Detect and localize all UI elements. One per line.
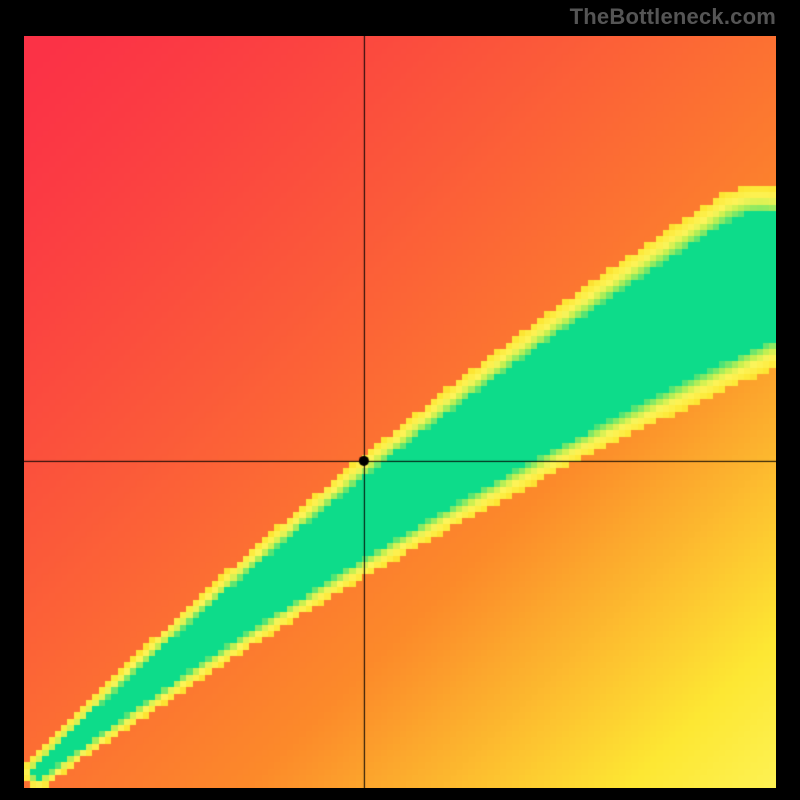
- heatmap-plot: [24, 36, 776, 788]
- heatmap-canvas: [24, 36, 776, 788]
- watermark-text: TheBottleneck.com: [570, 4, 776, 30]
